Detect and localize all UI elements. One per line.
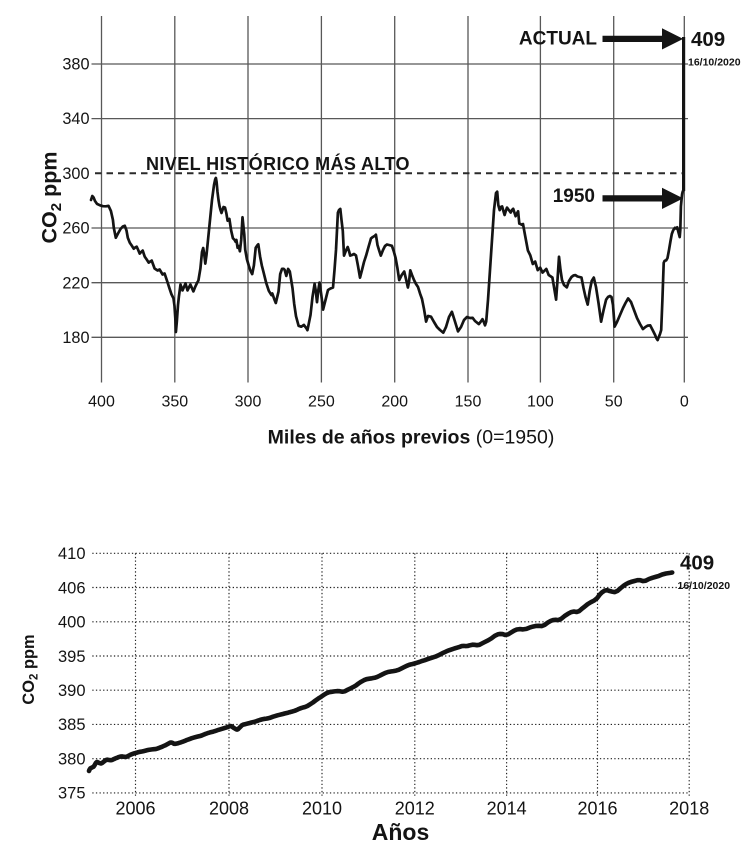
svg-text:409: 409 (680, 552, 714, 575)
svg-text:340: 340 (62, 110, 89, 128)
svg-text:220: 220 (62, 274, 89, 292)
svg-text:2008: 2008 (209, 798, 249, 818)
svg-text:16/10/2020: 16/10/2020 (688, 56, 741, 68)
svg-text:2018: 2018 (669, 798, 709, 818)
svg-text:Miles de años previos (0=1950): Miles de años previos (0=1950) (268, 427, 555, 449)
svg-text:CO2 ppm: CO2 ppm (20, 634, 41, 704)
svg-text:250: 250 (308, 394, 335, 411)
svg-text:400: 400 (88, 394, 115, 411)
svg-text:380: 380 (58, 751, 86, 769)
svg-text:350: 350 (161, 394, 188, 411)
svg-text:260: 260 (62, 220, 89, 238)
svg-text:CO2 ppm: CO2 ppm (38, 152, 66, 244)
svg-text:0: 0 (680, 394, 689, 411)
svg-text:410: 410 (58, 545, 86, 563)
svg-text:2016: 2016 (577, 798, 617, 818)
svg-text:385: 385 (58, 716, 86, 734)
svg-text:16/10/2020: 16/10/2020 (678, 580, 731, 592)
svg-text:200: 200 (381, 394, 408, 411)
svg-text:2010: 2010 (302, 798, 342, 818)
svg-text:2014: 2014 (487, 798, 527, 818)
svg-text:ACTUAL: ACTUAL (519, 29, 597, 50)
svg-text:50: 50 (605, 394, 623, 411)
svg-text:1950: 1950 (553, 186, 595, 207)
svg-text:375: 375 (58, 785, 86, 803)
svg-text:406: 406 (58, 579, 86, 597)
svg-text:300: 300 (62, 165, 89, 183)
svg-text:300: 300 (235, 394, 262, 411)
svg-text:380: 380 (62, 56, 89, 74)
svg-text:400: 400 (58, 614, 86, 632)
svg-text:150: 150 (455, 394, 482, 411)
svg-text:Años: Años (372, 819, 430, 845)
svg-text:395: 395 (58, 648, 86, 666)
svg-text:NIVEL HISTÓRICO MÁS ALTO: NIVEL HISTÓRICO MÁS ALTO (146, 153, 410, 174)
svg-text:390: 390 (58, 682, 86, 700)
svg-text:2012: 2012 (395, 798, 435, 818)
svg-text:409: 409 (691, 28, 725, 51)
svg-text:100: 100 (527, 394, 554, 411)
svg-text:180: 180 (62, 329, 89, 347)
svg-text:2006: 2006 (115, 798, 155, 818)
